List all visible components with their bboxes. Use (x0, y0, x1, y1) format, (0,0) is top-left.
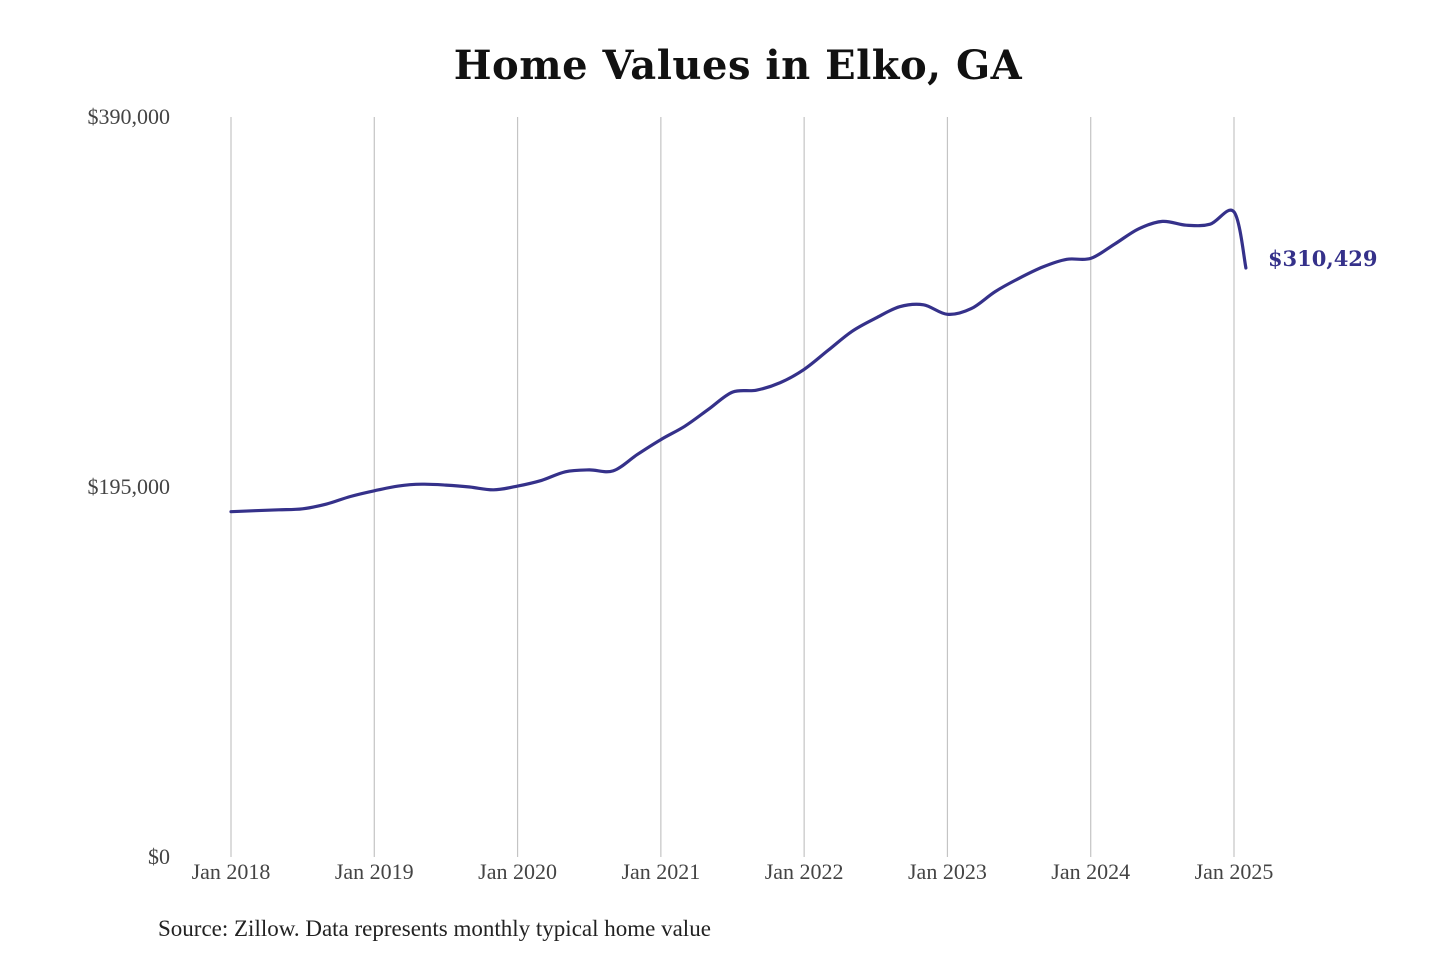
x-tick-label: Jan 2025 (1195, 859, 1274, 884)
end-value-layer: $310,429 (1268, 246, 1378, 271)
chart-title: Home Values in Elko, GA (453, 42, 1023, 89)
x-tick-label: Jan 2022 (765, 859, 844, 884)
x-axis-ticks: Jan 2018 Jan 2019 Jan 2020 Jan 2021 Jan 2022… (192, 859, 1274, 884)
x-tick-label: Jan 2020 (478, 859, 557, 884)
y-tick-label: $195,000 (88, 474, 171, 499)
source-note: Source: Zillow. Data represents monthly … (158, 916, 711, 941)
x-tick-label: Jan 2018 (192, 859, 271, 884)
end-value-label: $310,429 (1268, 246, 1378, 271)
series-layer (229, 208, 1248, 514)
gridlines (230, 117, 1235, 857)
y-tick-label: $0 (148, 844, 170, 869)
series-line (229, 208, 1248, 514)
x-tick-label: Jan 2024 (1051, 859, 1130, 884)
x-tick-label: Jan 2019 (335, 859, 414, 884)
y-tick-label: $390,000 (88, 104, 171, 129)
x-tick-label: Jan 2023 (908, 859, 987, 884)
x-tick-label: Jan 2021 (621, 859, 700, 884)
y-axis-ticks: $0 $195,000 $390,000 (88, 104, 171, 869)
